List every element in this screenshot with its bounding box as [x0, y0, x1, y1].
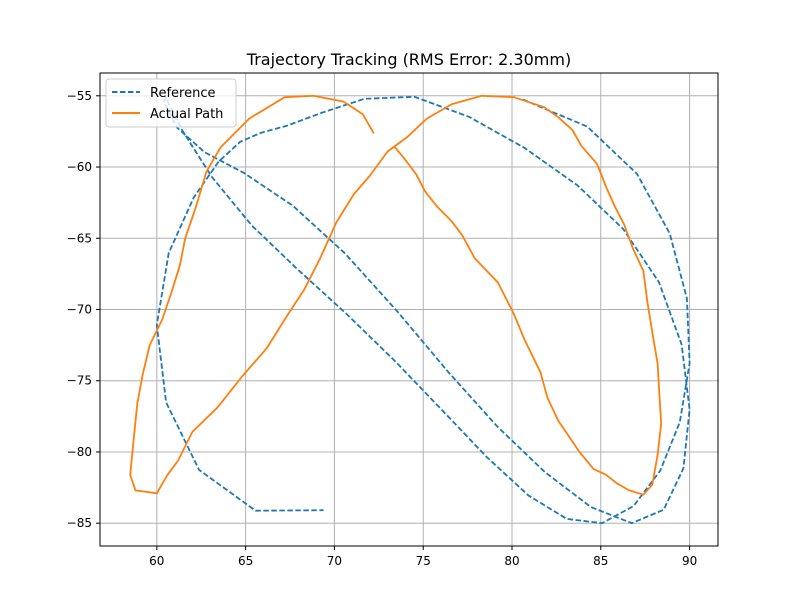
- x-axis: 60 65 70 75 80 85 90: [149, 546, 697, 568]
- x-tick-label: 70: [327, 554, 342, 568]
- x-tick-label: 65: [238, 554, 253, 568]
- grid-lines: [100, 73, 718, 546]
- y-tick-label: −80: [67, 445, 92, 459]
- y-tick-label: −55: [67, 89, 92, 103]
- y-tick-label: −60: [67, 160, 92, 174]
- y-tick-label: −65: [67, 231, 92, 245]
- legend: Reference Actual Path: [105, 78, 237, 128]
- y-tick-label: −75: [67, 374, 92, 388]
- chart-title: Trajectory Tracking (RMS Error: 2.30mm): [246, 50, 571, 69]
- x-tick-label: 85: [593, 554, 608, 568]
- y-tick-label: −70: [67, 303, 92, 317]
- series-line-reference: [155, 95, 691, 525]
- x-tick-label: 90: [682, 554, 697, 568]
- y-axis: −85 −80 −75 −70 −65 −60 −55: [67, 89, 100, 530]
- series-group: [129, 94, 691, 525]
- series-line-actual-path: [129, 94, 663, 496]
- legend-label-actual-path: Actual Path: [150, 107, 223, 122]
- y-tick-label: −85: [67, 516, 92, 530]
- x-tick-label: 80: [504, 554, 519, 568]
- x-tick-label: 60: [149, 554, 164, 568]
- x-tick-label: 75: [416, 554, 431, 568]
- legend-label-reference: Reference: [150, 86, 215, 101]
